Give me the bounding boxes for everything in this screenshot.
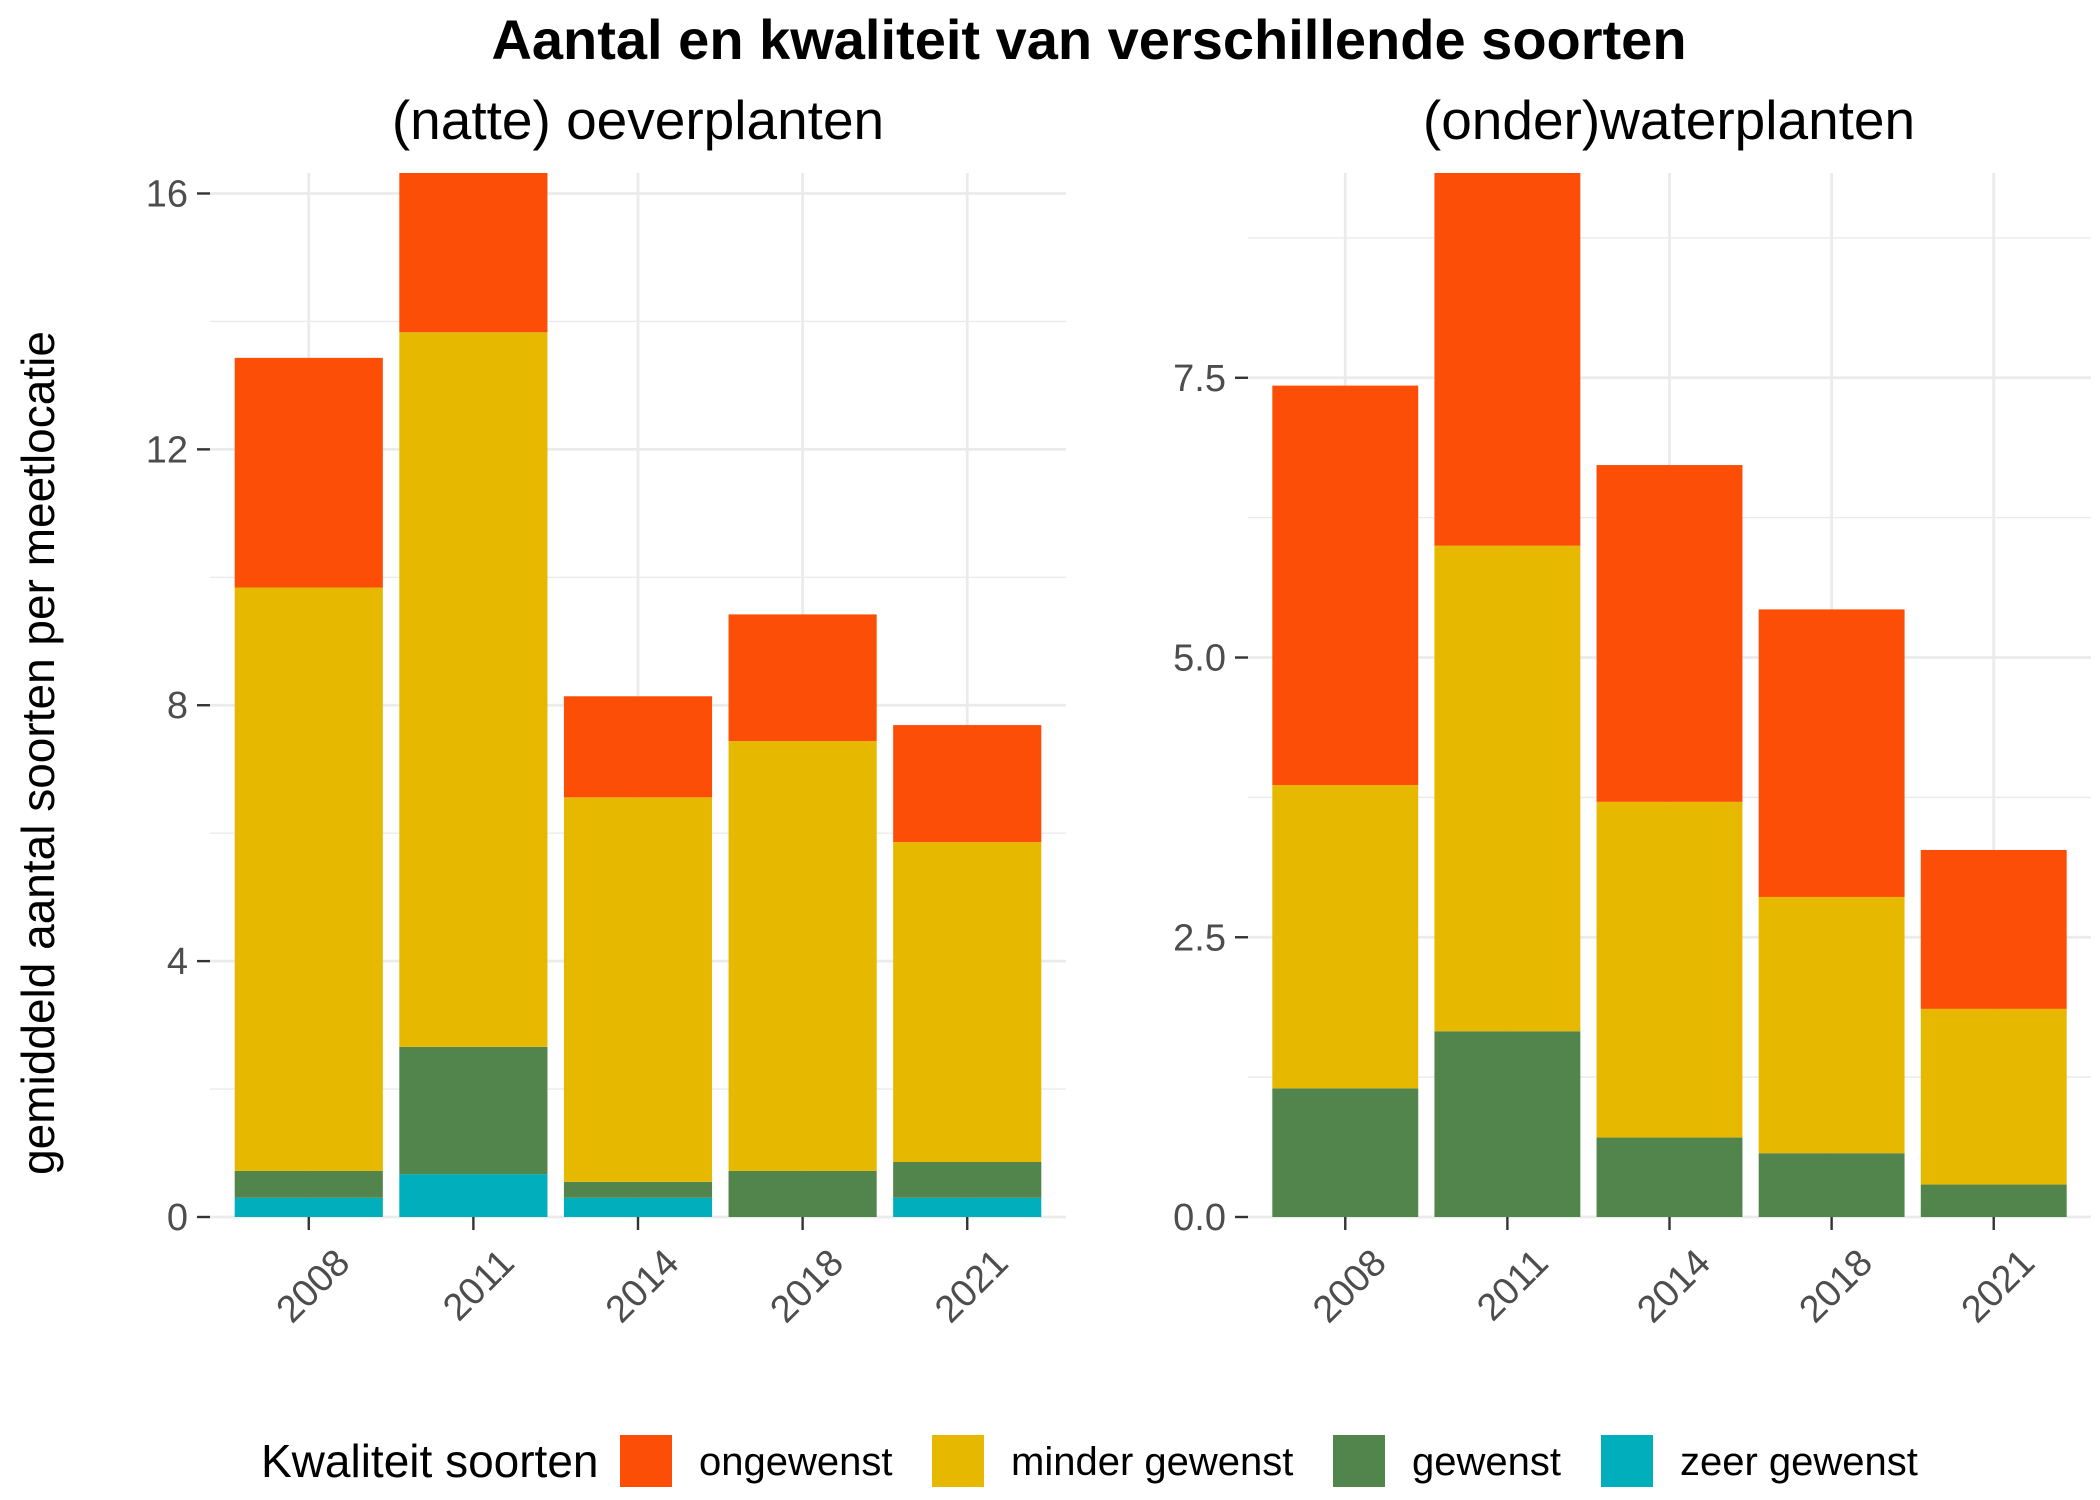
bar-onder-waterplanten-2018-ongewenst	[1758, 609, 1905, 897]
panel-subtitle: (onder)waterplanten	[1423, 89, 1915, 151]
y-tick-label: 4	[167, 941, 188, 983]
chart-title: Aantal en kwaliteit van verschillende so…	[491, 8, 1686, 71]
legend-key-zeer-gewenst	[1601, 1435, 1653, 1487]
bar-natte-oeverplanten-2014-minder-gewenst	[563, 797, 713, 1182]
y-tick-label: 8	[167, 685, 188, 727]
bar-onder-waterplanten-2008-ongewenst	[1272, 385, 1419, 786]
onder-waterplanten-bars	[1272, 173, 2067, 1217]
bar-natte-oeverplanten-2018-gewenst	[728, 1170, 877, 1217]
bar-onder-waterplanten-2008-minder-gewenst	[1272, 785, 1419, 1089]
bar-onder-waterplanten-2021-minder-gewenst	[1920, 1008, 2067, 1185]
legend-key-minder-gewenst	[932, 1435, 984, 1487]
y-tick-label: 0.0	[1173, 1197, 1226, 1239]
bar-natte-oeverplanten-2014-ongewenst	[563, 696, 713, 798]
bar-natte-oeverplanten-2008-zeer-gewenst	[234, 1197, 383, 1217]
bar-natte-oeverplanten-2008-gewenst	[234, 1170, 383, 1198]
y-axis-title: gemiddeld aantal soorten per meetlocatie	[12, 331, 64, 1175]
bar-natte-oeverplanten-2008-minder-gewenst	[234, 587, 383, 1171]
y-tick-label: 5.0	[1173, 638, 1226, 680]
legend-label-minder-gewenst: minder gewenst	[1011, 1440, 1293, 1484]
bar-natte-oeverplanten-2014-zeer-gewenst	[563, 1197, 713, 1217]
bar-onder-waterplanten-2011-ongewenst	[1434, 173, 1581, 546]
bar-onder-waterplanten-2008-gewenst	[1272, 1088, 1419, 1217]
y-tick-label: 2.5	[1173, 917, 1226, 959]
bar-onder-waterplanten-2018-gewenst	[1758, 1153, 1905, 1217]
natte-oeverplanten-bars	[234, 173, 1042, 1217]
bar-onder-waterplanten-2011-minder-gewenst	[1434, 545, 1581, 1032]
legend-label-gewenst: gewenst	[1412, 1440, 1561, 1484]
legend-key-ongewenst	[620, 1435, 672, 1487]
legend: Kwaliteit soorten ongewenst minder gewen…	[261, 1435, 1918, 1487]
bar-natte-oeverplanten-2021-ongewenst	[893, 725, 1042, 843]
bar-natte-oeverplanten-2014-gewenst	[563, 1181, 713, 1198]
y-tick-label: 7.5	[1173, 358, 1226, 400]
bar-natte-oeverplanten-2008-ongewenst	[234, 357, 383, 588]
y-tick-label: 12	[146, 429, 188, 471]
bar-onder-waterplanten-2021-gewenst	[1920, 1184, 2067, 1217]
bar-natte-oeverplanten-2021-zeer-gewenst	[893, 1197, 1042, 1217]
bar-natte-oeverplanten-2021-gewenst	[893, 1161, 1042, 1198]
bar-onder-waterplanten-2014-minder-gewenst	[1596, 801, 1743, 1138]
y-tick-label: 16	[146, 173, 188, 215]
bar-natte-oeverplanten-2011-ongewenst	[399, 173, 548, 333]
bar-onder-waterplanten-2014-gewenst	[1596, 1137, 1743, 1217]
legend-label-zeer-gewenst: zeer gewenst	[1680, 1440, 1918, 1484]
bar-natte-oeverplanten-2011-minder-gewenst	[399, 332, 548, 1047]
legend-label-ongewenst: ongewenst	[699, 1440, 892, 1484]
bar-onder-waterplanten-2011-gewenst	[1434, 1031, 1581, 1217]
legend-title: Kwaliteit soorten	[261, 1435, 599, 1487]
y-tick-label: 0	[167, 1197, 188, 1239]
bar-onder-waterplanten-2014-ongewenst	[1596, 465, 1743, 802]
bar-natte-oeverplanten-2021-minder-gewenst	[893, 842, 1042, 1162]
bar-natte-oeverplanten-2011-zeer-gewenst	[399, 1174, 548, 1217]
bar-onder-waterplanten-2018-minder-gewenst	[1758, 896, 1905, 1154]
panel-subtitle: (natte) oeverplanten	[392, 89, 884, 151]
bar-natte-oeverplanten-2011-gewenst	[399, 1046, 548, 1175]
legend-key-gewenst	[1333, 1435, 1385, 1487]
bar-natte-oeverplanten-2018-ongewenst	[728, 614, 877, 742]
bar-natte-oeverplanten-2018-minder-gewenst	[728, 741, 877, 1171]
bar-onder-waterplanten-2021-ongewenst	[1920, 849, 2067, 1009]
